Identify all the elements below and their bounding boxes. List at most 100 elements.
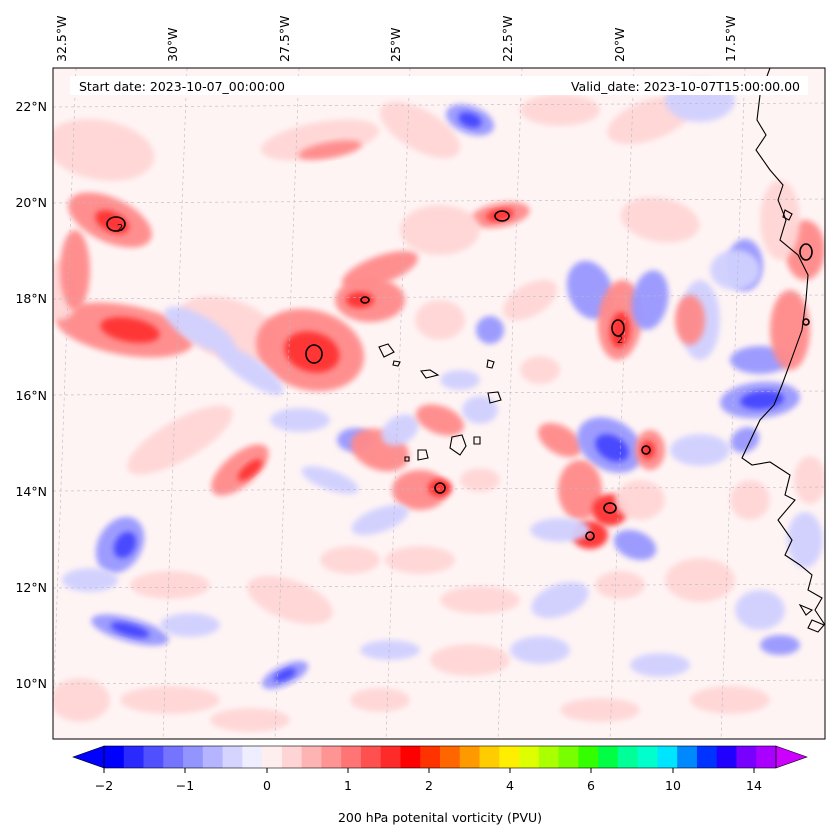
cb-tick-label: 10	[665, 778, 681, 793]
coastline	[449, 434, 467, 456]
lon-label-20w: 20°W	[612, 27, 627, 62]
positive-pv-anomaly	[416, 404, 464, 436]
positive-pv-anomaly	[298, 140, 362, 160]
negative-pv-anomaly	[62, 568, 118, 592]
positive-pv-anomaly	[520, 94, 600, 126]
coastline	[417, 449, 429, 461]
negative-pv-anomaly	[735, 590, 785, 630]
positive-pv-anomaly	[502, 279, 558, 321]
colorbar: −2 −1 0 1 2 4 6 10 14 200 hPa potenital …	[72, 745, 808, 825]
meridian-gridline	[385, 68, 411, 739]
meridian-gridline	[274, 68, 300, 739]
cb-tick-label: −1	[176, 778, 194, 793]
positive-pv-anomaly	[60, 230, 90, 310]
positive-pv-anomaly	[440, 586, 520, 614]
negative-pv-anomaly	[670, 434, 730, 466]
positive-pv-anomaly	[210, 708, 290, 732]
colorbar-cell	[756, 746, 777, 768]
positive-pv-anomaly	[392, 470, 448, 510]
lat-label-20n: 20°N	[15, 195, 47, 210]
lon-label-25w: 25°W	[388, 27, 403, 62]
map-panel: 22 Start date: 2023-10-07_00:00:00 Valid…	[52, 67, 826, 740]
lon-label-17-5w: 17.5°W	[723, 16, 738, 62]
gridlines	[53, 68, 825, 739]
colorbar-cell	[598, 746, 619, 768]
cb-tick-label: 4	[506, 778, 514, 793]
positive-pv-anomaly	[460, 468, 500, 492]
negative-pv-anomaly	[164, 306, 236, 354]
pv-2-contour	[434, 482, 446, 494]
coastline	[378, 343, 395, 358]
contour-label: 2	[117, 223, 123, 234]
lat-label-22n: 22°N	[15, 99, 47, 114]
colorbar-cell	[321, 746, 342, 768]
positive-pv-anomaly	[120, 686, 220, 714]
colorbar-cell	[104, 746, 125, 768]
parallel-gridline	[53, 294, 825, 300]
positive-pv-anomaly	[690, 686, 770, 714]
positive-pv-anomaly	[130, 571, 210, 599]
positive-pv-anomaly	[346, 292, 374, 308]
positive-pv-anomaly	[211, 444, 269, 496]
coastline	[473, 436, 481, 445]
positive-pv-anomaly	[641, 441, 655, 459]
negative-pv-anomaly	[510, 636, 570, 664]
colorbar-tick-labels: −2 −1 0 1 2 4 6 10 14	[95, 778, 762, 793]
coastline	[420, 369, 440, 379]
cb-tick-label: 6	[587, 778, 595, 793]
colorbar-cell	[716, 746, 738, 768]
negative-pv-anomaly	[531, 581, 589, 619]
positive-pv-anomaly	[379, 101, 461, 159]
colorbar-cell	[123, 746, 145, 768]
positive-pv-anomaly	[237, 459, 263, 481]
parallel-gridline	[53, 679, 825, 685]
negative-pv-anomaly	[710, 250, 760, 290]
pv-2-contour	[494, 210, 510, 222]
positive-pv-anomaly	[538, 422, 582, 458]
negative-pv-anomaly	[740, 390, 784, 410]
positive-pv-anomaly	[350, 688, 410, 712]
meridian-gridline	[609, 68, 635, 739]
pv-2-contour	[585, 531, 595, 541]
negative-pv-anomaly	[458, 112, 482, 128]
pv-2-contour	[305, 344, 323, 364]
positive-pv-anomaly	[415, 300, 465, 340]
parallel-gridline	[53, 198, 825, 204]
positive-pv-anomaly	[284, 331, 340, 373]
lon-label-27-5w: 27.5°W	[277, 16, 292, 62]
positive-pv-anomaly	[247, 575, 333, 625]
colorbar-cell	[420, 746, 441, 768]
colorbar-cell	[143, 746, 164, 768]
parallel-gridline	[53, 583, 825, 589]
lat-label-12n: 12°N	[15, 580, 47, 595]
colorbar-frame	[103, 745, 777, 769]
colorbar-cell	[341, 746, 362, 768]
positive-pv-anomaly	[760, 180, 800, 260]
pv-field	[53, 78, 825, 732]
positive-pv-anomaly	[675, 295, 705, 345]
negative-pv-anomaly	[476, 316, 504, 344]
colorbar-cell	[202, 746, 224, 768]
negative-pv-anomaly	[360, 640, 420, 660]
colorbar-cell	[696, 746, 718, 768]
positive-pv-anomaly	[430, 644, 510, 676]
coastline	[798, 603, 814, 616]
lat-label-10n: 10°N	[15, 676, 47, 691]
cb-tick-label: 14	[746, 778, 762, 793]
lat-label-16n: 16°N	[15, 388, 47, 403]
colorbar-cell	[242, 746, 263, 768]
negative-pv-anomaly	[530, 518, 590, 542]
colorbar-cell	[538, 746, 560, 768]
colorbar-cell	[479, 746, 500, 768]
header-box	[70, 76, 808, 95]
negative-pv-anomaly	[595, 434, 629, 462]
colorbar-cell	[281, 746, 303, 768]
negative-pv-anomaly	[440, 370, 480, 390]
positive-pv-anomaly	[615, 480, 665, 520]
colorbar-cell	[736, 746, 757, 768]
colorbar-cell	[301, 746, 323, 768]
negative-pv-anomaly	[462, 396, 498, 424]
coastlines	[378, 68, 825, 633]
colorbar-under-arrow	[72, 745, 105, 769]
